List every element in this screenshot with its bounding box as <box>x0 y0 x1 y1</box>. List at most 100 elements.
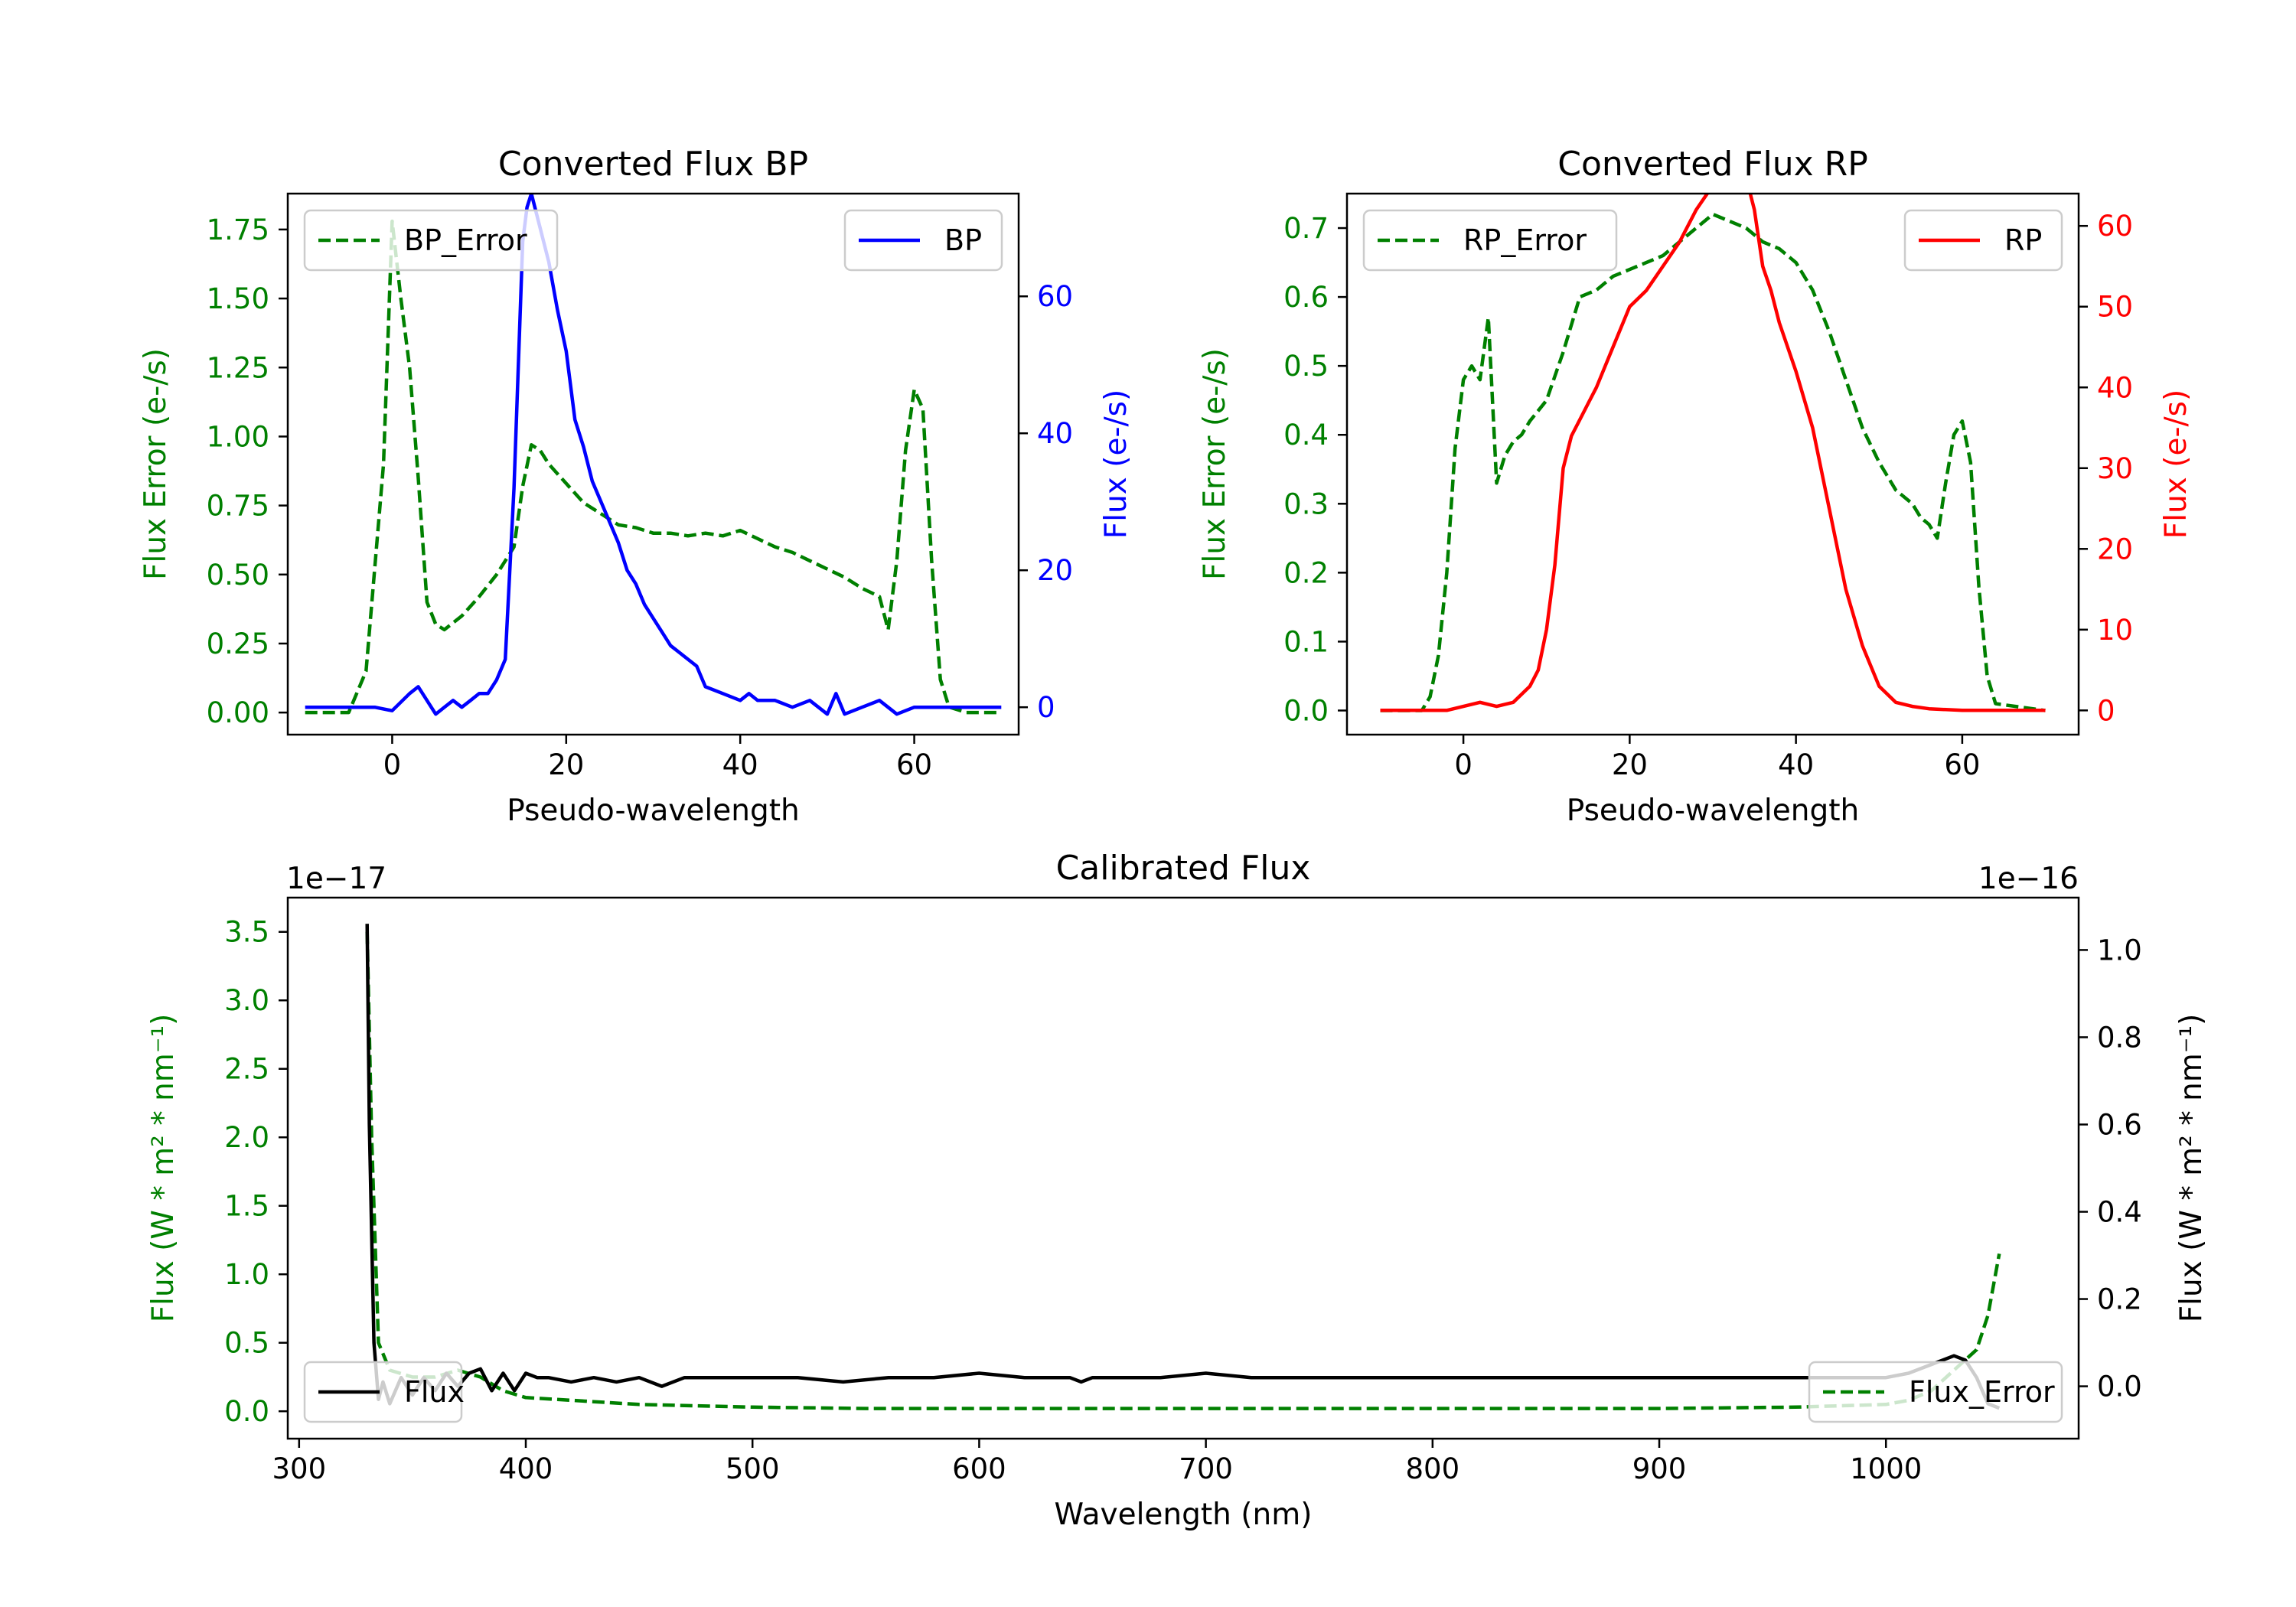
y-left-tick-label: 0.0 <box>224 1395 269 1428</box>
calibrated-y-left-label: Flux (W * m² * nm⁻¹) <box>146 1014 181 1323</box>
y-left-tick-label: 0.5 <box>1283 350 1329 383</box>
bp-data <box>305 194 1002 716</box>
bp-x-axis-label: Pseudo-wavelength <box>507 794 799 828</box>
y-right-tick-label: 0.8 <box>2097 1021 2142 1054</box>
legend-box <box>303 1361 463 1423</box>
y-right-tick-label: 0.4 <box>2097 1196 2142 1229</box>
y-left-tick-label: 0.4 <box>1283 419 1329 451</box>
y-right-tick-label: 10 <box>2097 614 2133 647</box>
x-tick-label: 900 <box>1632 1452 1687 1485</box>
x-tick-label: 300 <box>272 1452 326 1485</box>
calibrated-panel: 300 400 500 600 700 800 900 1000 0.0 0.5 1.0 1.5 2.0… <box>146 849 2209 1532</box>
legend-box <box>843 209 1003 272</box>
legend-label: BP <box>944 223 982 257</box>
y-left-tick-label: 0.6 <box>1283 281 1329 314</box>
y-right-tick-label: 0.0 <box>2097 1371 2142 1403</box>
bp-axes-frame <box>286 192 1020 736</box>
y-left-tick-label: 0.25 <box>207 627 269 660</box>
rp-y-left-label: Flux Error (e-/s) <box>1198 348 1232 580</box>
y-left-tick-label: 1.25 <box>207 351 269 384</box>
calibrated-title: Calibrated Flux <box>1056 849 1311 888</box>
y-left-tick-label: 0.3 <box>1283 487 1329 520</box>
legend-flux-error: Flux_Error <box>1808 1361 2063 1423</box>
x-tick-label: 400 <box>499 1452 553 1485</box>
y-left-tick-label: 0.00 <box>207 696 269 729</box>
legend-box <box>1362 209 1618 272</box>
y-left-tick-label: 1.50 <box>207 282 269 315</box>
x-tick-label: 60 <box>896 748 932 781</box>
legend-box <box>1903 209 2063 272</box>
legend-bp-error: BP_Error <box>303 209 559 272</box>
y-left-tick-label: 3.0 <box>224 984 269 1017</box>
y-left-tick-label: 0.0 <box>1283 694 1329 727</box>
x-tick-label: 700 <box>1179 1452 1233 1485</box>
y-left-tick-label: 2.5 <box>224 1053 269 1086</box>
y-left-tick-label: 0.2 <box>1283 556 1329 589</box>
legend-label: BP_Error <box>404 223 527 257</box>
y-left-tick-label: 0.7 <box>1283 212 1329 245</box>
calibrated-y-right-label: Flux (W * m² * nm⁻¹) <box>2174 1014 2209 1323</box>
x-tick-label: 500 <box>726 1452 780 1485</box>
bp-y-right-label: Flux (e-/s) <box>1099 390 1133 539</box>
series-bp-line <box>305 194 1002 716</box>
legend-flux: Flux <box>303 1361 465 1423</box>
y-left-offset-text: 1e−17 <box>286 862 386 896</box>
y-right-tick-label: 1.0 <box>2097 934 2142 966</box>
x-tick-label: 40 <box>722 748 758 781</box>
legend-label: RP <box>2004 223 2042 257</box>
x-tick-label: 800 <box>1406 1452 1460 1485</box>
rp-y-right-label: Flux (e-/s) <box>2159 390 2193 539</box>
legend-rp-error: RP_Error <box>1362 209 1618 272</box>
series-rp-line <box>1380 194 2046 712</box>
y-right-tick-label: 0.2 <box>2097 1283 2142 1316</box>
legend-bp: BP <box>843 209 1003 272</box>
y-right-tick-label: 0 <box>2097 694 2115 727</box>
rp-title: Converted Flux RP <box>1557 145 1868 184</box>
legend-box <box>1808 1361 2063 1423</box>
legend-label: Flux <box>404 1375 465 1409</box>
rp-axes-frame <box>1345 192 2080 736</box>
y-left-tick-label: 1.75 <box>207 214 269 246</box>
y-right-offset-text: 1e−16 <box>1978 862 2079 896</box>
y-left-tick-label: 3.5 <box>224 916 269 949</box>
legend-label: Flux_Error <box>1909 1375 2055 1409</box>
y-left-tick-label: 0.5 <box>224 1327 269 1360</box>
bp-y-left-label: Flux Error (e-/s) <box>139 348 173 580</box>
y-right-tick-label: 0 <box>1037 691 1055 724</box>
series-bp-error-line <box>305 219 1002 715</box>
series-rp-error-line <box>1380 212 2046 712</box>
legend-rp: RP <box>1903 209 2063 272</box>
y-left-tick-label: 1.00 <box>207 420 269 453</box>
x-tick-label: 20 <box>1612 748 1648 781</box>
x-tick-label: 20 <box>548 748 584 781</box>
x-tick-label: 1000 <box>1850 1452 1922 1485</box>
y-right-tick-label: 60 <box>2097 210 2133 243</box>
y-left-tick-label: 1.0 <box>224 1258 269 1291</box>
calibrated-x-axis-label: Wavelength (nm) <box>1055 1498 1313 1532</box>
y-right-tick-label: 40 <box>2097 371 2133 404</box>
legend-box <box>303 209 559 272</box>
y-right-tick-label: 0.6 <box>2097 1108 2142 1141</box>
y-right-tick-label: 40 <box>1037 417 1073 450</box>
bp-title: Converted Flux BP <box>498 145 808 184</box>
y-right-tick-label: 60 <box>1037 280 1073 313</box>
rp-x-axis-label: Pseudo-wavelength <box>1567 794 1859 828</box>
y-right-tick-label: 20 <box>2097 533 2133 566</box>
rp-panel: 0 20 40 60 0.0 0.1 0.2 0.3 0.4 0.5 0.6 0.7 0 10 20 30 40… <box>1198 145 2193 828</box>
y-left-tick-label: 0.75 <box>207 490 269 523</box>
y-left-tick-label: 0.50 <box>207 559 269 592</box>
bp-panel: 0 20 40 60 0.00 0.25 0.50 0.75 1.00 1.25 1.50 1.75 0… <box>139 145 1133 828</box>
x-tick-label: 40 <box>1778 748 1814 781</box>
y-right-tick-label: 50 <box>2097 291 2133 324</box>
x-tick-label: 60 <box>1944 748 1980 781</box>
y-right-tick-label: 20 <box>1037 554 1073 587</box>
x-tick-label: 0 <box>1454 748 1473 781</box>
rp-data <box>1380 194 2046 712</box>
y-left-tick-label: 1.5 <box>224 1190 269 1223</box>
y-right-tick-label: 30 <box>2097 452 2133 485</box>
x-tick-label: 600 <box>952 1452 1006 1485</box>
y-left-tick-label: 2.0 <box>224 1121 269 1154</box>
calibrated-axes-frame <box>286 896 2080 1440</box>
y-left-tick-label: 0.1 <box>1283 625 1329 658</box>
